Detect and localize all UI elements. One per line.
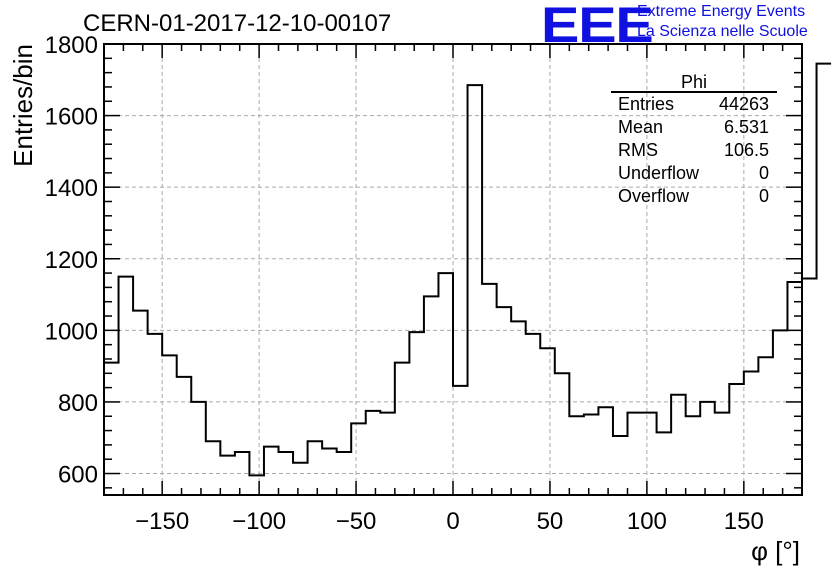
x-tick-label: −100 (232, 508, 286, 535)
y-tick-label: 800 (58, 390, 98, 417)
grid-lines (104, 43, 802, 495)
stats-label: RMS (618, 140, 658, 160)
stats-label: Underflow (618, 163, 700, 183)
histogram-line (104, 62, 832, 477)
stats-label: Overflow (618, 186, 690, 206)
stats-value: 106.5 (724, 140, 769, 160)
x-tick-label: −150 (135, 508, 189, 535)
stats-title: Phi (681, 72, 707, 92)
page-title: CERN-01-2017-12-10-00107 (83, 10, 392, 37)
x-tick-label: 0 (446, 508, 459, 535)
y-tick-label: 1000 (45, 318, 98, 345)
y-tick-label: 1600 (45, 104, 98, 131)
stats-value: 0 (759, 163, 769, 183)
plot-frame (103, 43, 803, 496)
eee-logo: EEE (541, 0, 654, 53)
logo-caption: Extreme Energy Events La Scienza nelle S… (637, 2, 808, 42)
y-tick-label: 1400 (45, 175, 98, 202)
stats-value: 6.531 (724, 117, 769, 137)
y-tick-label: 600 (58, 462, 98, 489)
x-tick-label: 100 (627, 508, 667, 535)
stats-value: 44263 (719, 94, 769, 114)
y-axis-ticks: 600 800 1000 1200 1400 1600 1800 (45, 32, 802, 489)
stats-label: Mean (618, 117, 663, 137)
x-tick-label: 50 (537, 508, 564, 535)
logo-caption-line2: La Scienza nelle Scuole (637, 23, 808, 40)
y-tick-label: 1200 (45, 247, 98, 274)
stats-label: Entries (618, 94, 674, 114)
x-axis-ticks: −150 −100 −50 0 50 100 150 (103, 44, 803, 535)
stats-value: 0 (759, 186, 769, 206)
y-tick-label: 1800 (45, 32, 98, 59)
logo-caption-line1: Extreme Energy Events (637, 3, 806, 20)
x-axis-label: φ [°] (751, 536, 800, 566)
stats-box: Phi Entries 44263 Mean 6.531 RMS 106.5 Underfl… (611, 72, 777, 206)
y-axis-label: Entries/bin (8, 44, 38, 167)
x-tick-label: 150 (724, 508, 764, 535)
x-tick-label: −50 (336, 508, 377, 535)
